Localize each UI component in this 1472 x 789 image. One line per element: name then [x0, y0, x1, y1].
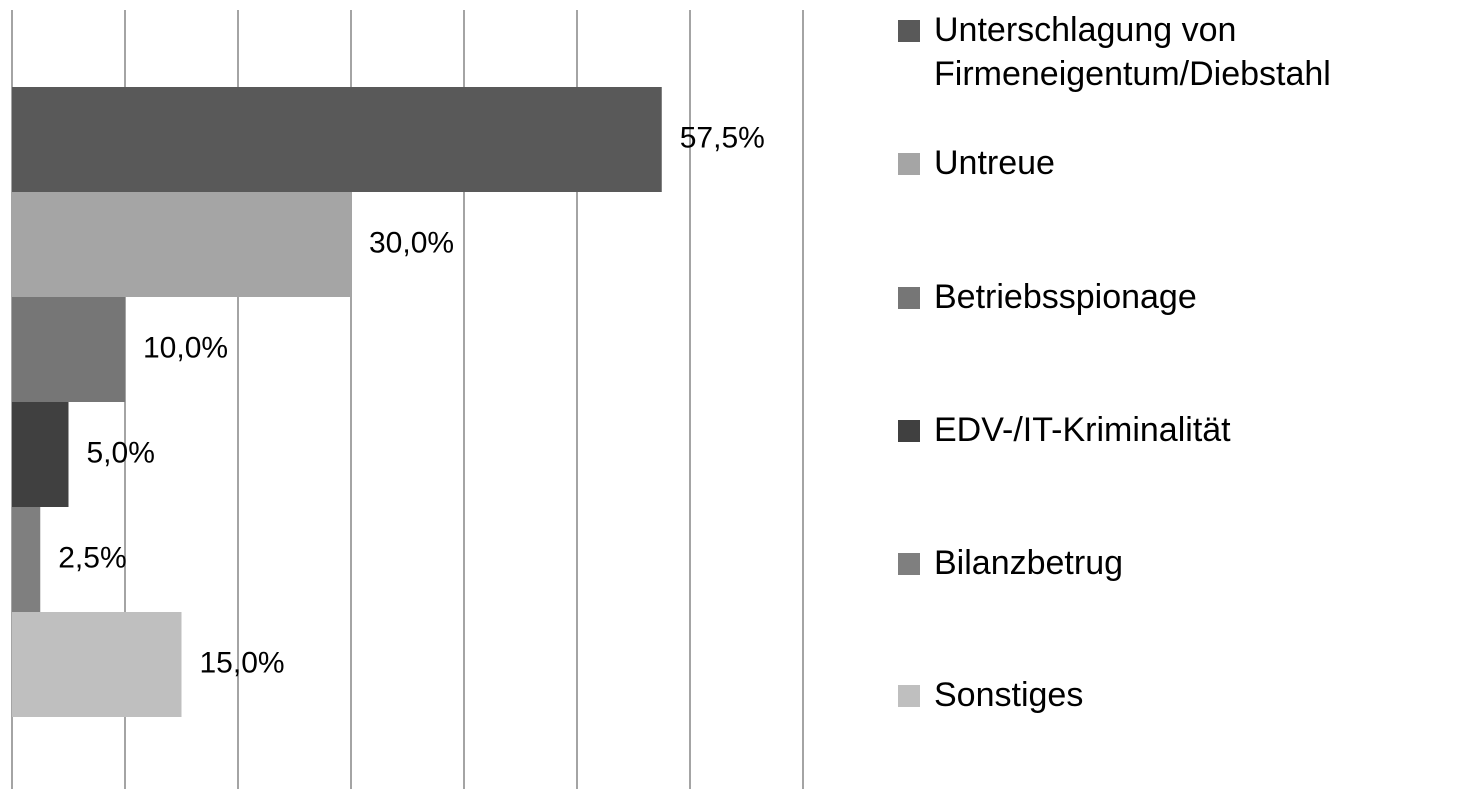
bar [12, 87, 662, 192]
legend-swatch [898, 553, 920, 575]
legend-swatch [898, 685, 920, 707]
legend-label: Bilanzbetrug [934, 544, 1124, 582]
legend-label: Untreue [934, 144, 1055, 182]
data-label: 10,0% [143, 331, 228, 364]
data-label: 5,0% [87, 436, 155, 469]
legend-item: Unterschlagung von Firmeneigentum/Diebst… [898, 8, 1464, 96]
bar [12, 192, 351, 297]
legend-item: Sonstiges [898, 673, 1464, 717]
data-label: 15,0% [200, 646, 285, 679]
legend-label: Betriebsspionage [934, 278, 1197, 316]
legend-label: Unterschlagung von Firmeneigentum/Diebst… [934, 11, 1331, 93]
chart: 57,5% 30,0% 10,0% 5,0% 2,5% 15,0% [11, 10, 804, 789]
legend-label: EDV-/IT-Kriminalität [934, 411, 1231, 449]
legend-item: Untreue [898, 141, 1464, 185]
legend-item: EDV-/IT-Kriminalität [898, 408, 1464, 452]
legend-swatch [898, 287, 920, 309]
bar [12, 402, 69, 507]
legend-swatch [898, 153, 920, 175]
legend-item: Bilanzbetrug [898, 541, 1464, 585]
legend-item: Betriebsspionage [898, 275, 1464, 319]
data-label: 30,0% [369, 226, 454, 259]
bar [12, 507, 41, 612]
legend-label: Sonstiges [934, 676, 1084, 714]
legend-swatch [898, 20, 920, 42]
bar [12, 297, 125, 402]
bar [12, 612, 182, 717]
data-label: 57,5% [680, 121, 765, 154]
data-label: 2,5% [58, 541, 126, 574]
legend-swatch [898, 420, 920, 442]
